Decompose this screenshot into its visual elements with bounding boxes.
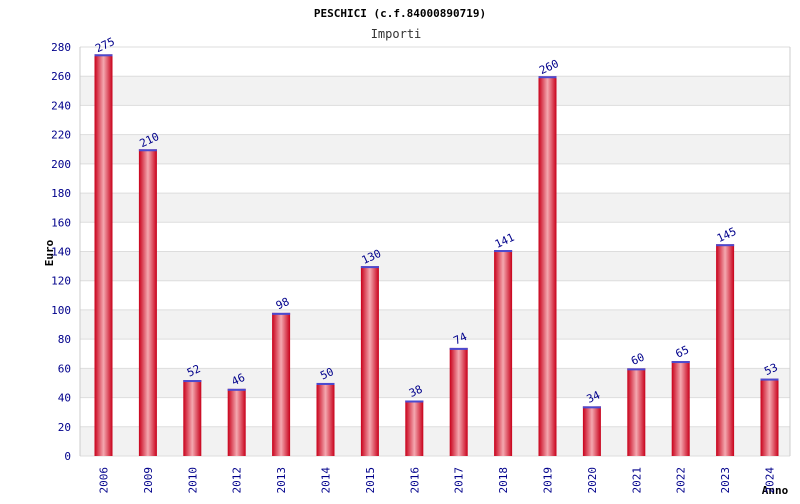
chart-subtitle: Importi	[371, 27, 422, 41]
y-tick-label: 40	[58, 392, 71, 405]
value-label: 50	[318, 365, 336, 382]
x-tick-label: 2012	[231, 467, 244, 494]
x-tick-label: 2024	[764, 467, 777, 494]
y-tick-label: 160	[51, 216, 71, 229]
bar-2021	[627, 368, 646, 456]
bar-2019	[538, 76, 557, 456]
bar-2018	[494, 250, 513, 456]
value-label: 260	[537, 57, 561, 77]
value-label: 52	[185, 362, 203, 379]
bar-cap	[449, 347, 468, 350]
x-tick-label: 2016	[408, 467, 421, 494]
y-tick-label: 180	[51, 187, 71, 200]
grid-band	[80, 134, 790, 164]
bar-cap	[227, 388, 246, 391]
y-tick-label: 80	[58, 333, 71, 346]
value-label: 60	[629, 350, 647, 367]
value-label: 141	[493, 231, 517, 251]
bar-2022	[671, 361, 690, 456]
x-tick-label: 2015	[364, 467, 377, 494]
x-axis-label: Anno	[762, 484, 789, 497]
y-tick-label: 140	[51, 246, 71, 259]
x-tick-label: 2021	[630, 467, 643, 494]
bar-2006	[94, 54, 113, 457]
bar-2009	[138, 149, 157, 456]
bar-2014	[316, 382, 335, 456]
grid-band	[80, 309, 790, 340]
bar-2023	[716, 244, 735, 456]
y-tick-label: 280	[51, 41, 71, 54]
grid-band	[80, 251, 790, 281]
bar-cap	[538, 76, 557, 79]
y-tick-label: 220	[51, 129, 71, 142]
y-tick-label: 0	[64, 450, 71, 463]
value-label: 38	[407, 383, 425, 400]
value-label: 53	[762, 361, 780, 378]
value-label: 145	[715, 225, 739, 245]
bar-2013	[272, 312, 291, 456]
bar-2016	[405, 400, 424, 456]
grid-band	[80, 76, 790, 106]
bar-2015	[360, 266, 379, 456]
y-tick-label: 120	[51, 275, 71, 288]
x-tick-label: 2014	[320, 467, 333, 494]
bar-cap	[405, 400, 424, 403]
bar-2010	[183, 380, 202, 456]
value-label: 98	[274, 295, 292, 312]
x-tick-label: 2017	[453, 467, 466, 494]
bar-cap	[671, 361, 690, 364]
y-tick-label: 240	[51, 99, 71, 112]
x-tick-label: 2020	[586, 467, 599, 494]
y-axis-label: Euro	[43, 239, 56, 266]
bar-2024	[760, 378, 779, 456]
bar-cap	[272, 312, 291, 315]
grid-band	[80, 193, 790, 223]
y-tick-label: 200	[51, 158, 71, 171]
bar-cap	[716, 244, 735, 247]
x-tick-label: 2009	[142, 467, 155, 494]
bar-cap	[183, 380, 202, 383]
bar-cap	[627, 368, 646, 371]
y-tick-label: 20	[58, 421, 71, 434]
x-tick-label: 2019	[542, 467, 555, 494]
chart-title: PESCHICI (c.f.84000890719)	[314, 7, 486, 20]
value-label: 46	[229, 371, 247, 388]
y-tick-label: 60	[58, 362, 71, 375]
bar-cap	[760, 378, 779, 381]
value-label: 74	[451, 330, 469, 348]
bar-cap	[316, 382, 335, 385]
bar-2012	[227, 388, 246, 456]
x-tick-label: 2013	[275, 467, 288, 494]
x-tick-label: 2018	[497, 467, 510, 494]
value-label: 65	[673, 343, 691, 360]
x-tick-label: 2022	[675, 467, 688, 494]
value-label: 34	[585, 388, 603, 406]
value-label: 275	[93, 35, 117, 55]
bar-cap	[360, 266, 379, 269]
bar-cap	[94, 54, 113, 57]
x-tick-label: 2006	[98, 467, 111, 494]
bar-2017	[449, 347, 468, 456]
bar-2020	[582, 406, 601, 456]
x-tick-label: 2023	[719, 467, 732, 494]
x-tick-label: 2010	[186, 467, 199, 494]
bar-cap	[494, 250, 513, 253]
y-tick-label: 260	[51, 70, 71, 83]
y-tick-label: 100	[51, 304, 71, 317]
bar-cap	[582, 406, 601, 409]
bar-cap	[138, 149, 157, 152]
